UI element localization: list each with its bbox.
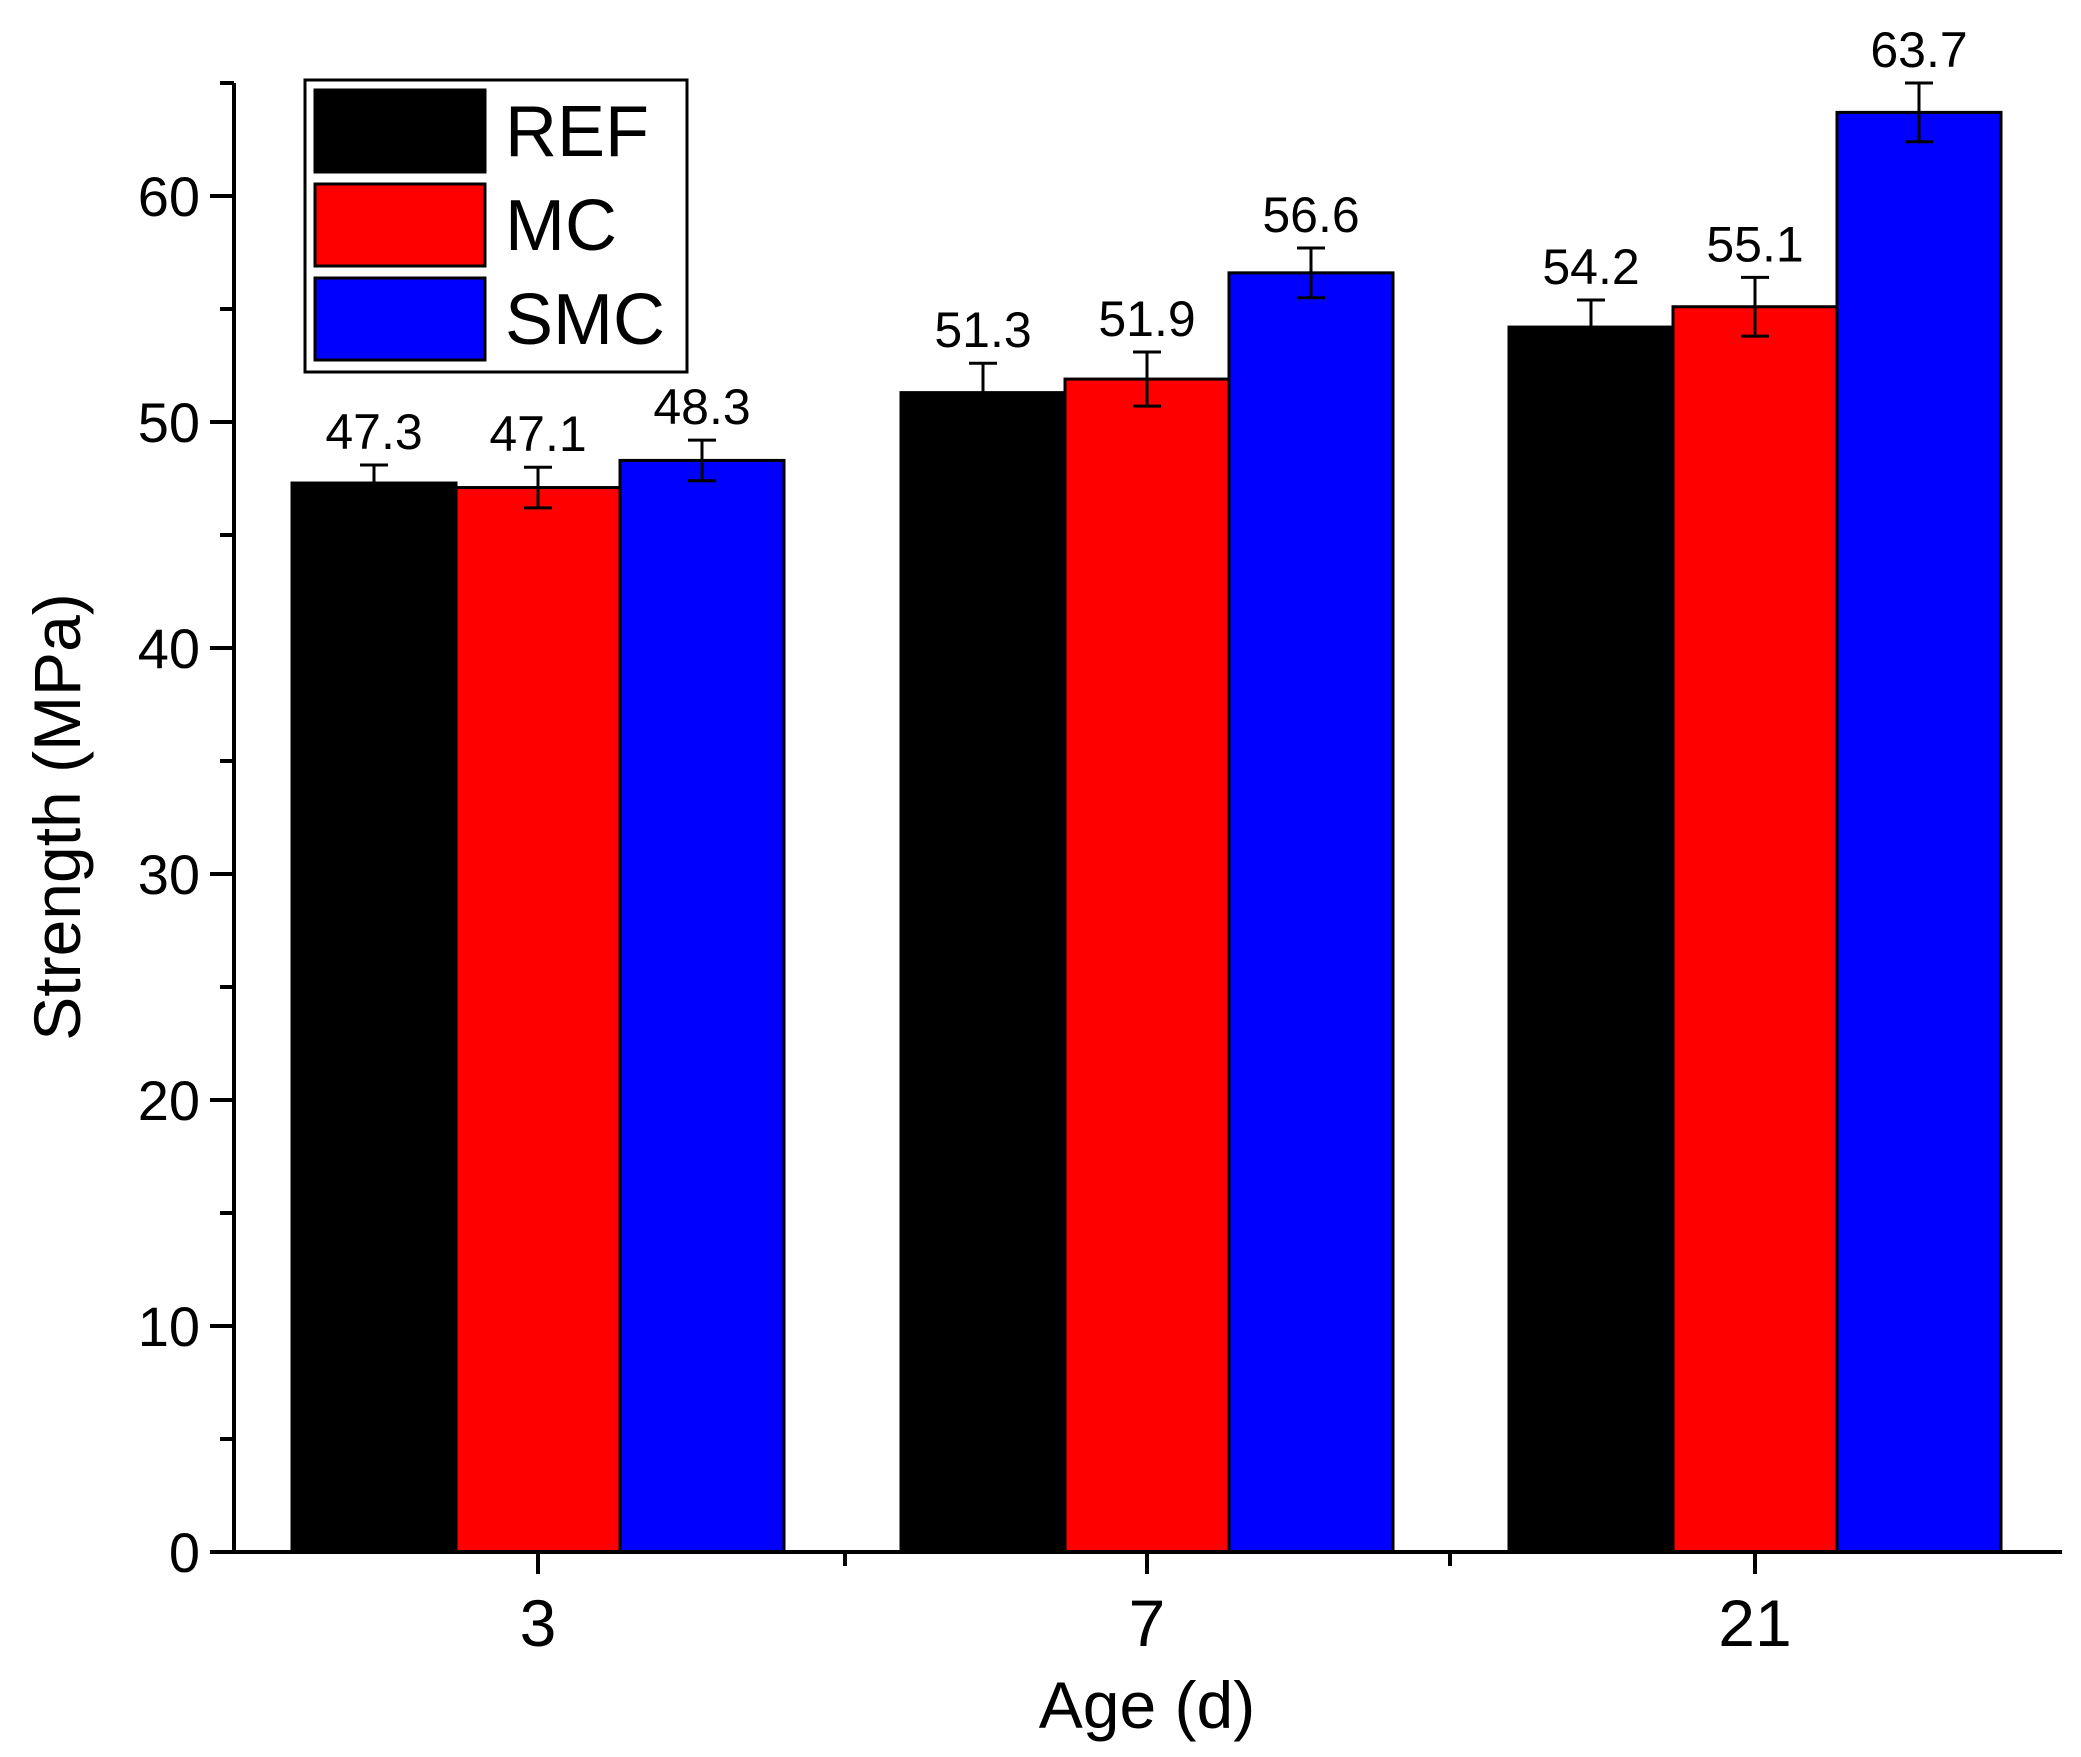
data-label-smc-21: 63.7 (1870, 22, 1967, 78)
bar-ref-21 (1507, 325, 1675, 1554)
error-bars-layer (360, 81, 1933, 510)
data-label-smc-3: 48.3 (653, 379, 750, 435)
bar-mc-21 (1671, 305, 1839, 1554)
data-label-ref-3: 47.3 (325, 404, 422, 460)
bar-ref-3 (290, 481, 458, 1554)
x-tick-label-7: 7 (1129, 1586, 1166, 1660)
data-label-smc-7: 56.6 (1262, 187, 1359, 243)
legend-label-smc: SMC (505, 280, 665, 360)
y-tick-label-60: 60 (138, 165, 200, 228)
y-tick-label-10: 10 (138, 1295, 200, 1358)
data-label-ref-7: 51.3 (934, 302, 1031, 358)
bar-smc-7 (1227, 271, 1395, 1554)
bar-ref-7 (899, 391, 1067, 1554)
x-axis-title: Age (d) (1039, 1668, 1255, 1742)
data-label-mc-21: 55.1 (1706, 216, 1803, 272)
bars-layer (290, 110, 2003, 1554)
axes-layer: 0 10 20 30 40 50 60 3 7 21 (138, 81, 2062, 1660)
x-tick-label-21: 21 (1718, 1586, 1791, 1660)
data-label-ref-21: 54.2 (1542, 239, 1639, 295)
legend: REF MC SMC (303, 78, 689, 374)
y-tick-label-30: 30 (138, 843, 200, 906)
y-tick-label-0: 0 (169, 1521, 200, 1584)
legend-swatch-mc (313, 182, 487, 268)
legend-swatch-smc (313, 276, 487, 362)
legend-swatch-ref (313, 88, 487, 174)
y-axis-title: Strength (MPa) (20, 593, 94, 1041)
data-labels-layer: 47.3 51.3 54.2 47.1 51.9 55.1 48.3 56.6 63.7 (325, 22, 1967, 462)
y-tick-label-40: 40 (138, 617, 200, 680)
data-label-mc-7: 51.9 (1098, 291, 1195, 347)
y-tick-label-20: 20 (138, 1069, 200, 1132)
bar-mc-7 (1063, 377, 1231, 1554)
data-label-mc-3: 47.1 (489, 406, 586, 462)
x-tick-label-3: 3 (520, 1586, 557, 1660)
bar-mc-3 (454, 486, 622, 1554)
legend-label-mc: MC (505, 186, 617, 266)
legend-label-ref: REF (505, 92, 649, 172)
bar-smc-3 (618, 458, 786, 1554)
y-tick-label-50: 50 (138, 391, 200, 454)
bar-smc-21 (1835, 110, 2003, 1554)
